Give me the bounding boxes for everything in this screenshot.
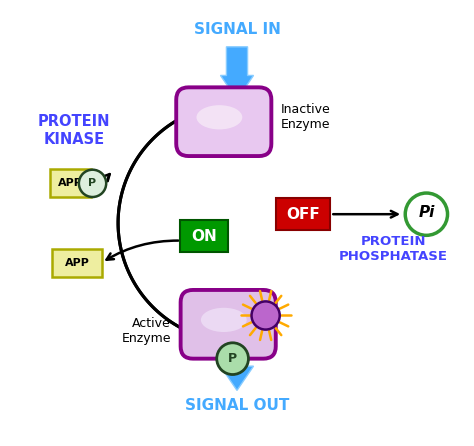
FancyBboxPatch shape — [181, 290, 276, 359]
Text: P: P — [89, 178, 97, 188]
FancyBboxPatch shape — [276, 198, 330, 231]
Text: PROTEIN
PHOSPHATASE: PROTEIN PHOSPHATASE — [339, 235, 448, 264]
Text: P: P — [228, 352, 237, 365]
Circle shape — [405, 193, 447, 235]
FancyBboxPatch shape — [50, 169, 91, 198]
Text: SIGNAL OUT: SIGNAL OUT — [185, 398, 289, 413]
Text: ON: ON — [191, 229, 217, 244]
Circle shape — [217, 343, 248, 375]
Text: SIGNAL IN: SIGNAL IN — [193, 22, 281, 37]
FancyBboxPatch shape — [176, 87, 271, 156]
Ellipse shape — [201, 308, 246, 332]
Circle shape — [252, 301, 280, 330]
FancyBboxPatch shape — [52, 248, 102, 277]
Text: Active
Enzyme: Active Enzyme — [121, 317, 171, 345]
Text: PROTEIN
KINASE: PROTEIN KINASE — [38, 114, 110, 147]
Text: OFF: OFF — [286, 206, 320, 222]
Circle shape — [79, 170, 106, 197]
Text: APP: APP — [58, 178, 83, 188]
Ellipse shape — [197, 105, 242, 129]
Text: APP: APP — [64, 258, 90, 268]
Text: Pi: Pi — [418, 205, 435, 220]
FancyBboxPatch shape — [180, 220, 228, 252]
Text: Inactive
Enzyme: Inactive Enzyme — [281, 103, 331, 131]
FancyArrow shape — [220, 47, 254, 99]
FancyArrow shape — [220, 347, 254, 390]
